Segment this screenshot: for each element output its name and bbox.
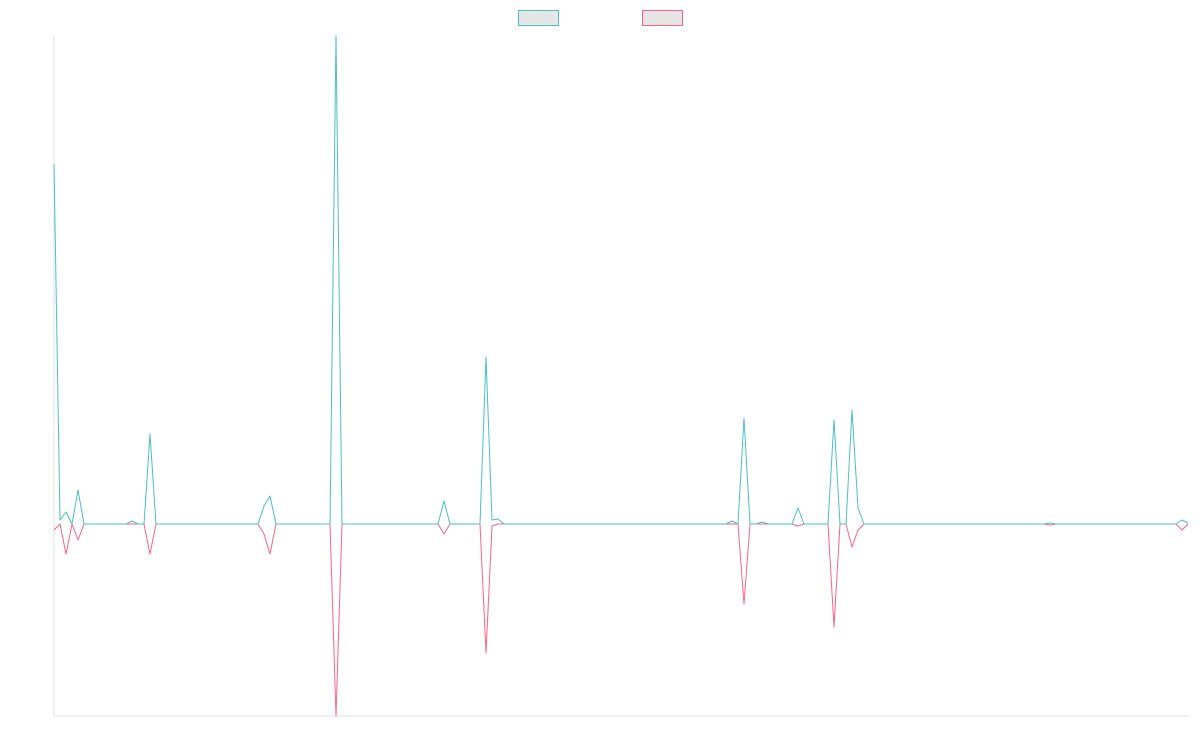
legend-swatch — [642, 10, 683, 26]
series-line — [53, 523, 1189, 717]
series-line — [53, 35, 1189, 525]
legend-swatch — [518, 10, 559, 26]
